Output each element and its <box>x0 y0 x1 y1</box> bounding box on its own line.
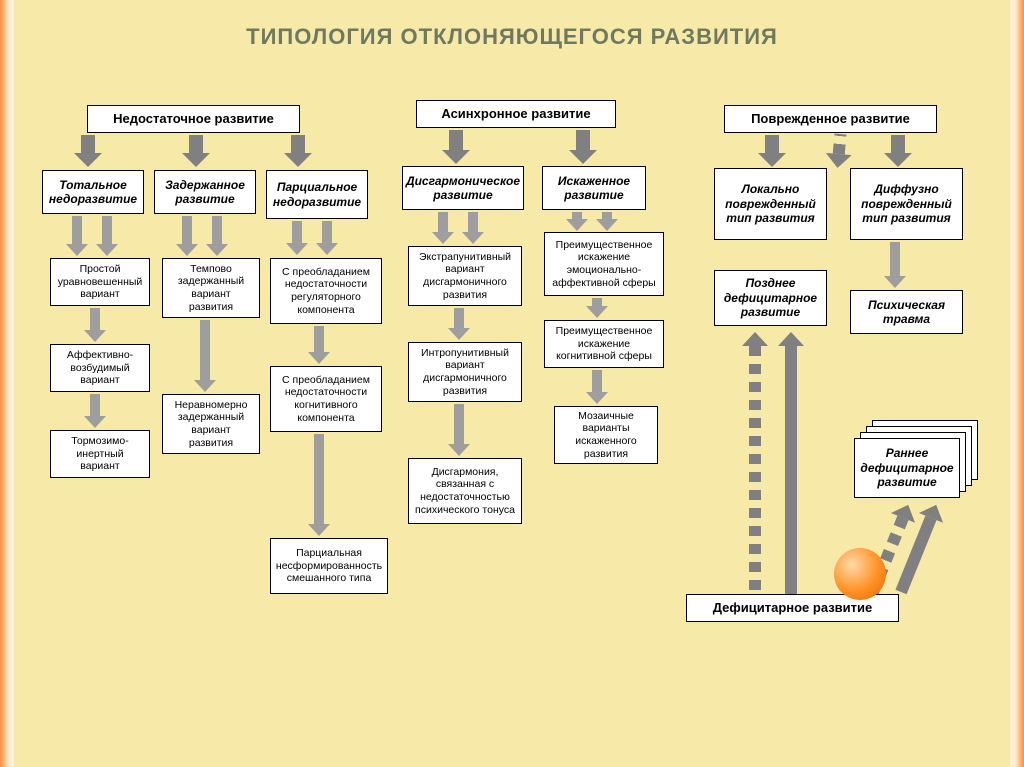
sub-distorted: Искаженное развитие <box>542 166 646 210</box>
sub-early-deficit: Раннее дефицитарное развитие <box>854 438 960 498</box>
arrow-icon <box>194 320 216 392</box>
leaf-extrapunitive: Экстрапунитивный вариант дисгармоничного… <box>408 246 522 306</box>
sub-local-damaged: Локально поврежденный тип развития <box>714 168 827 240</box>
accent-circle <box>834 548 886 600</box>
sub-diffuse-damaged: Диффузно поврежденный тип развития <box>850 168 963 240</box>
arrow-icon <box>84 308 106 342</box>
leaf-simple-balanced: Простой уравновешенный вариант <box>50 258 150 306</box>
leaf-cognitive: С преобладанием недостаточности когнитив… <box>270 366 382 432</box>
header-insufficient: Недостаточное развитие <box>87 105 300 133</box>
header-async: Асинхронное развитие <box>416 100 616 128</box>
arrow-icon <box>448 404 470 456</box>
arrow-icon <box>182 135 210 167</box>
sub-late-deficit: Позднее дефицитарное развитие <box>714 270 827 326</box>
leaf-intropunitive: Интропунитивный вариант дисгармоничного … <box>408 342 522 402</box>
sub-partial: Парциальное недоразвитие <box>266 170 368 219</box>
arrow-icon <box>758 135 786 167</box>
arrow-icon <box>286 221 308 255</box>
arrow-icon <box>596 212 618 231</box>
arrow-icon <box>448 308 470 340</box>
header-damaged: Поврежденное развитие <box>724 105 937 133</box>
arrow-icon <box>586 370 608 404</box>
leaf-cognitive-distort: Преимущественное искажение когнитивной с… <box>544 320 664 368</box>
arrow-icon <box>66 216 88 256</box>
arrow-dashed-down-icon <box>825 133 854 169</box>
arrow-icon <box>308 434 330 536</box>
leaf-uneven-delayed: Неравномерно задержанный вариант развити… <box>162 394 260 454</box>
arrow-icon <box>884 135 912 167</box>
arrow-icon <box>206 216 228 256</box>
arrow-icon <box>569 130 597 164</box>
leaf-regulatory: С преобладанием недостаточности регулято… <box>270 258 382 324</box>
arrow-icon <box>96 216 118 256</box>
arrow-up-dashed-icon <box>742 332 768 594</box>
arrow-icon <box>84 394 106 428</box>
sub-disharmonic: Дисгармоническое развитие <box>402 166 524 210</box>
slide-title: ТИПОЛОГИЯ ОТКЛОНЯЮЩЕГОСЯ РАЗВИТИЯ <box>14 0 1010 50</box>
arrow-icon <box>566 212 588 231</box>
arrow-icon <box>462 212 484 244</box>
slide-frame: ТИПОЛОГИЯ ОТКЛОНЯЮЩЕГОСЯ РАЗВИТИЯ Недост… <box>0 0 1024 767</box>
arrow-icon <box>586 298 608 318</box>
arrow-icon <box>284 135 312 167</box>
leaf-psychic-trauma: Психическая травма <box>850 290 963 334</box>
slide-canvas: ТИПОЛОГИЯ ОТКЛОНЯЮЩЕГОСЯ РАЗВИТИЯ Недост… <box>14 0 1010 767</box>
leaf-mixed-partial: Парциальная несформированность смешанног… <box>270 538 388 594</box>
leaf-disharmony-tone: Дисгармония, связанная с недостаточность… <box>408 458 522 524</box>
arrow-icon <box>432 212 454 244</box>
leaf-tempo-delayed: Темпово задержанный вариант развития <box>162 258 260 318</box>
leaf-affective: Аффективно-возбудимый вариант <box>50 344 150 392</box>
arrow-icon <box>308 326 330 364</box>
arrow-up-icon <box>778 332 804 594</box>
leaf-inhibited: Тормозимо-инертный вариант <box>50 430 150 478</box>
arrow-icon <box>176 216 198 256</box>
leaf-mosaic: Мозаичные варианты искаженного развития <box>554 406 658 464</box>
arrow-icon <box>442 130 470 164</box>
sub-delayed: Задержанное развитие <box>154 170 256 214</box>
leaf-emotional-distort: Преимущественное искажение эмоционально-… <box>544 232 664 296</box>
arrow-icon <box>884 242 906 288</box>
arrow-icon <box>316 221 338 255</box>
sub-total: Тотальное недоразвитие <box>42 170 144 214</box>
arrow-icon <box>74 135 102 167</box>
